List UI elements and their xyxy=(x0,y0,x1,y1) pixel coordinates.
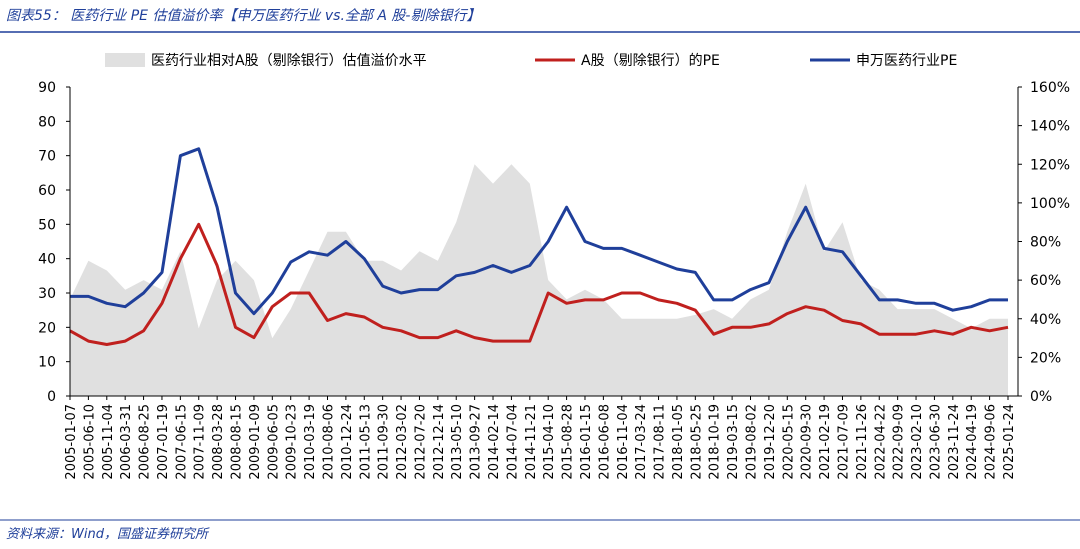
x-tick-label: 2023-11-24 xyxy=(947,404,962,480)
y2-tick-label: 20% xyxy=(1030,350,1061,366)
y-tick-label: 0 xyxy=(47,389,56,405)
x-tick-label: 2015-04-10 xyxy=(542,404,557,480)
x-tick-label: 2024-04-19 xyxy=(965,404,980,480)
line xyxy=(70,147,1008,316)
legend-label: A股（剔除银行）的PE xyxy=(581,53,720,69)
line xyxy=(69,222,1009,346)
y-tick-label: 30 xyxy=(38,286,56,302)
x-tick-label: 2009-06-05 xyxy=(266,404,281,480)
y-tick-label: 70 xyxy=(38,149,56,165)
x-tick-label: 2014-07-04 xyxy=(505,404,520,480)
x-tick-label: 2007-01-19 xyxy=(156,404,171,480)
x-tick-label: 2009-10-23 xyxy=(285,404,300,480)
x-tick-label: 2019-08-02 xyxy=(745,404,760,480)
x-tick-label: 2025-01-24 xyxy=(1002,404,1017,480)
x-tick-label: 2008-08-15 xyxy=(230,404,245,480)
y2-tick-label: 160% xyxy=(1030,80,1070,96)
y-tick-label: 20 xyxy=(38,320,56,336)
x-tick-label: 2012-12-14 xyxy=(432,404,447,480)
area xyxy=(70,164,1008,396)
y2-tick-label: 140% xyxy=(1030,119,1070,135)
x-tick-label: 2013-09-27 xyxy=(469,404,484,480)
y2-tick-label: 0% xyxy=(1030,389,1052,405)
x-tick-label: 2006-03-31 xyxy=(119,404,134,480)
x-tick-label: 2020-09-30 xyxy=(800,404,815,480)
x-tick-label: 2012-07-20 xyxy=(413,404,428,480)
x-tick-label: 2006-08-25 xyxy=(138,404,153,480)
x-tick-label: 2005-01-07 xyxy=(64,404,79,480)
x-tick-label: 2005-11-04 xyxy=(101,404,116,480)
x-tick-label: 2016-11-04 xyxy=(616,404,631,480)
x-tick-label: 2023-06-30 xyxy=(928,404,943,480)
x-tick-label: 2017-03-24 xyxy=(634,404,649,480)
x-tick-label: 2018-05-25 xyxy=(689,404,704,480)
x-tick-label: 2005-06-10 xyxy=(82,404,97,480)
y-tick-label: 90 xyxy=(38,80,56,96)
y2-tick-label: 100% xyxy=(1030,196,1070,212)
x-tick-label: 2022-04-22 xyxy=(873,404,888,480)
x-tick-label: 2010-03-19 xyxy=(303,404,318,480)
x-tick-label: 2021-07-09 xyxy=(836,404,851,480)
x-tick-label: 2018-01-05 xyxy=(671,404,686,480)
y-tick-label: 40 xyxy=(38,252,56,268)
x-tick-label: 2016-01-15 xyxy=(579,404,594,480)
source: 资料来源：Wind，国盛证券研究所 xyxy=(6,526,210,542)
x-tick-label: 2013-05-10 xyxy=(450,404,465,480)
x-tick-label: 2012-03-02 xyxy=(395,404,410,480)
x-tick-label: 2010-12-24 xyxy=(340,404,355,480)
x-tick-label: 2023-02-10 xyxy=(910,404,925,480)
legend-swatch xyxy=(105,53,145,67)
y-tick-label: 80 xyxy=(38,114,56,130)
x-tick-label: 2014-11-21 xyxy=(524,404,539,480)
x-tick-label: 2014-02-14 xyxy=(487,404,502,480)
x-tick-label: 2009-01-09 xyxy=(248,404,263,480)
y2-tick-label: 40% xyxy=(1030,312,1061,328)
x-tick-label: 2024-09-06 xyxy=(984,404,999,480)
x-tick-label: 2022-09-09 xyxy=(892,404,907,480)
x-tick-label: 2018-10-19 xyxy=(708,404,723,480)
y2-tick-label: 60% xyxy=(1030,273,1061,289)
x-tick-label: 2017-08-11 xyxy=(653,404,668,480)
legend-label: 医药行业相对A股（剔除银行）估值溢价水平 xyxy=(151,53,427,69)
y-tick-label: 50 xyxy=(38,217,56,233)
y2-tick-label: 80% xyxy=(1030,235,1061,251)
x-tick-label: 2008-03-28 xyxy=(211,404,226,480)
plot: 0 10 20 30 40 50 60 70 80 90 0% 20% 40% 60% 80% 100% 120… xyxy=(38,53,1070,480)
title: 图表55： 医药行业 PE 估值溢价率【申万医药行业 vs.全部 A 股-剔除银… xyxy=(6,8,480,24)
y-tick-label: 60 xyxy=(38,183,56,199)
y2-tick-label: 120% xyxy=(1030,157,1070,173)
x-tick-label: 2007-06-15 xyxy=(174,404,189,480)
x-tick-label: 2020-05-15 xyxy=(781,404,796,480)
x-tick-label: 2019-12-20 xyxy=(763,404,778,480)
x-tick-label: 2016-06-08 xyxy=(597,404,612,480)
y-tick-label: 10 xyxy=(38,355,56,371)
x-tick-label: 2010-08-06 xyxy=(321,404,336,480)
legend-label: 申万医药行业PE xyxy=(856,53,957,69)
x-tick-label: 2015-08-28 xyxy=(561,404,576,480)
x-tick-label: 2007-11-09 xyxy=(193,404,208,480)
x-tick-label: 2021-11-26 xyxy=(855,404,870,480)
x-tick-label: 2019-03-15 xyxy=(726,404,741,480)
x-tick-label: 2011-09-30 xyxy=(377,404,392,480)
x-tick-label: 2011-05-13 xyxy=(358,404,373,480)
x-tick-label: 2021-02-19 xyxy=(818,404,833,480)
